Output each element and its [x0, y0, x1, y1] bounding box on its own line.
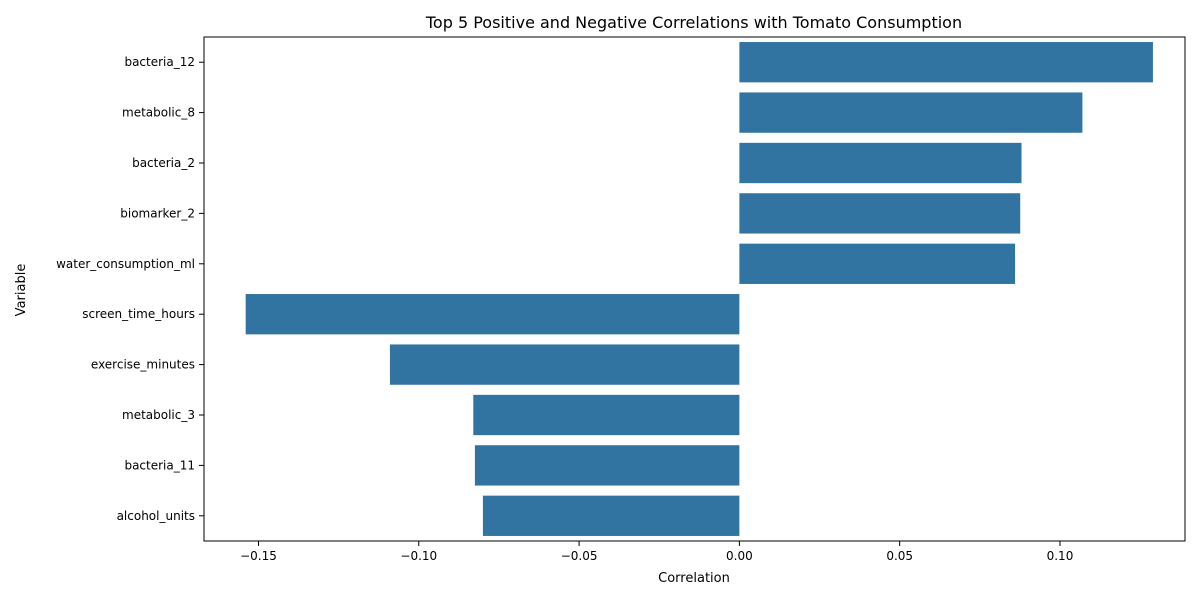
- bar-alcohol_units: [482, 495, 740, 536]
- y-axis-label: Variable: [14, 264, 29, 317]
- x-tick-label: −0.15: [240, 549, 277, 563]
- y-tick-label: screen_time_hours: [82, 307, 195, 321]
- bar-biomarker_2: [739, 193, 1021, 234]
- x-tick-label: 0.10: [1047, 549, 1074, 563]
- bars-group: [245, 42, 1153, 536]
- bar-metabolic_8: [739, 92, 1083, 133]
- chart-title: Top 5 Positive and Negative Correlations…: [425, 13, 962, 32]
- x-tick-label: −0.05: [561, 549, 598, 563]
- x-tick-label: −0.10: [400, 549, 437, 563]
- y-tick-label: bacteria_12: [124, 55, 195, 69]
- plot-frame: [203, 36, 1186, 542]
- bar-water_consumption_ml: [739, 243, 1016, 284]
- bar-bacteria_12: [739, 42, 1153, 83]
- y-tick-label: water_consumption_ml: [56, 257, 195, 271]
- y-tick-label: alcohol_units: [117, 509, 195, 523]
- x-axis-label: Correlation: [658, 571, 730, 586]
- y-tick-label: biomarker_2: [120, 206, 195, 220]
- x-axis-ticks: −0.15 −0.10 −0.05 0.00 0.05 0.10: [240, 541, 1073, 563]
- y-tick-label: exercise_minutes: [91, 358, 195, 372]
- y-axis-ticks: bacteria_12 metabolic_8 bacteria_2 biomarke…: [56, 55, 204, 523]
- bar-metabolic_3: [473, 394, 740, 436]
- y-tick-label: metabolic_8: [122, 106, 195, 120]
- bar-bacteria_11: [474, 445, 740, 486]
- x-tick-label: 0.05: [886, 549, 913, 563]
- y-tick-label: bacteria_11: [124, 458, 195, 472]
- bar-exercise_minutes: [389, 344, 740, 385]
- bar-screen_time_hours: [245, 294, 740, 335]
- x-tick-label: 0.00: [726, 549, 753, 563]
- y-tick-label: bacteria_2: [132, 156, 195, 170]
- bar-bacteria_2: [739, 142, 1022, 184]
- y-tick-label: metabolic_3: [122, 408, 195, 422]
